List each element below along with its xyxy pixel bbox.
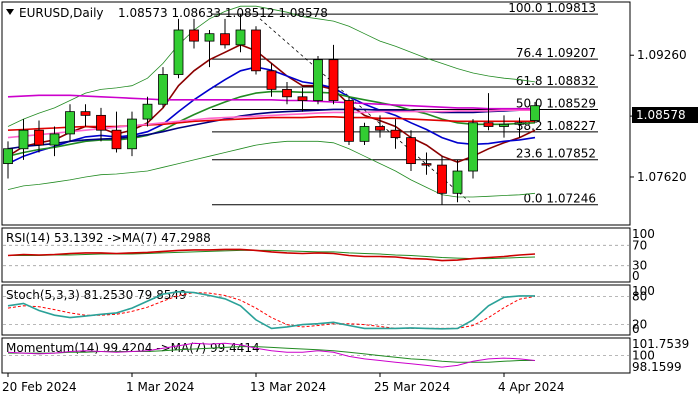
momentum-tick-label: 101.7539 [632, 337, 689, 351]
bull-candle [204, 33, 215, 42]
bear-candle [266, 70, 277, 90]
fib-trendline [259, 18, 471, 203]
bear-candle [282, 88, 292, 98]
bull-candle [127, 118, 137, 150]
date-tick-label: 13 Mar 2024 [250, 380, 326, 394]
fib-level-label: 61.8 1.08832 [516, 74, 596, 88]
rsi-ma-line [8, 249, 536, 260]
momentum-tick-label: 100 [632, 349, 655, 363]
momentum-tick-label: 98.1599 [632, 360, 682, 374]
last-price-value: 1.08578 [636, 108, 686, 122]
momentum-values-line [7, 342, 536, 368]
moving-average-line [7, 108, 536, 150]
stoch-tick-label: 0 [632, 322, 640, 336]
bollinger-bands [7, 5, 536, 198]
bear-candle [421, 163, 432, 166]
bear-candle [390, 129, 401, 139]
stoch-label: Stoch(5,3,3) 81.2530 79.8549 [6, 288, 187, 302]
bear-candle [189, 29, 199, 42]
bull-candle [359, 126, 370, 142]
moving-average-line [7, 116, 535, 131]
rsi-tick-label: 0 [632, 269, 640, 283]
bull-candle [468, 122, 478, 172]
bear-candle [344, 100, 354, 142]
bull-candle [18, 129, 29, 150]
rsi-values-line [7, 248, 536, 262]
bull-candle [313, 59, 323, 101]
stoch-panel-frame [1, 284, 631, 336]
bull-candle [235, 29, 246, 46]
date-tick-label: 20 Feb 2024 [2, 380, 77, 394]
stoch-tick-label: 20 [632, 318, 647, 332]
fib-level-label: 0.0 1.07246 [523, 192, 596, 206]
candlesticks [3, 14, 540, 205]
fib-level-label: 100.0 1.09813 [508, 1, 596, 15]
fib-level-label: 23.6 1.07852 [516, 147, 596, 161]
rsi-tick-label: 30 [632, 259, 647, 273]
bear-candle [375, 126, 385, 131]
fib-level-label: 38.2 1.08227 [516, 119, 596, 133]
date-tick-label: 1 Mar 2024 [126, 380, 194, 394]
date-axis: 20 Feb 2024 1 Mar 2024 13 Mar 2024 25 Mar 2… [2, 373, 565, 394]
symbol-label: EURUSD,Daily [19, 6, 104, 20]
bear-candle [483, 122, 494, 127]
bull-candle [514, 122, 525, 125]
momentum-panel: Momentum(14) 99.4204 ->MA(7) 99.4414 101.… [3, 337, 689, 374]
symbol-dropdown-icon[interactable] [6, 9, 14, 15]
rsi-tick-label: 100 [632, 227, 655, 241]
bear-candle [437, 164, 447, 194]
bull-candle [530, 105, 540, 121]
fib-level-label: 76.4 1.09207 [516, 46, 596, 60]
bull-candle [158, 74, 168, 105]
bear-candle [406, 137, 416, 165]
bear-candle [328, 59, 339, 101]
bear-candle [96, 114, 106, 131]
moving-average-line [7, 109, 535, 139]
date-tick-label: 25 Mar 2024 [374, 380, 450, 394]
bear-candle [251, 29, 261, 72]
bull-candle [3, 148, 13, 165]
bear-candle [34, 129, 44, 146]
stoch-k-line [7, 290, 535, 330]
stoch-tick-label: 80 [632, 289, 647, 303]
rsi-label: RSI(14) 53.1392 ->MA(7) 47.2988 [6, 231, 211, 245]
ohlc-header: 1.08573 1.08633 1.08512 1.08578 [118, 6, 328, 20]
last-price-tag [632, 107, 698, 123]
price-tick-label: 1.09260 [637, 48, 687, 62]
price-tick-label: 1.07620 [637, 170, 687, 184]
bollinger-lower [7, 140, 536, 198]
bull-candle [499, 123, 509, 127]
bear-candle [220, 33, 230, 46]
bull-candle [173, 29, 184, 75]
bear-candle [80, 111, 91, 116]
bull-candle [65, 111, 75, 135]
bull-candle [452, 170, 463, 194]
bollinger-upper [7, 5, 536, 127]
stoch-tick-label: 100 [632, 284, 655, 298]
momentum-ma-line [8, 346, 535, 363]
rsi-tick-label: 70 [632, 238, 647, 252]
bull-candle [49, 133, 60, 146]
bull-candle [142, 103, 153, 120]
date-tick-label: 4 Apr 2024 [498, 380, 565, 394]
bear-candle [297, 96, 308, 101]
moving-average-line [7, 94, 535, 110]
bear-candle [111, 129, 122, 150]
